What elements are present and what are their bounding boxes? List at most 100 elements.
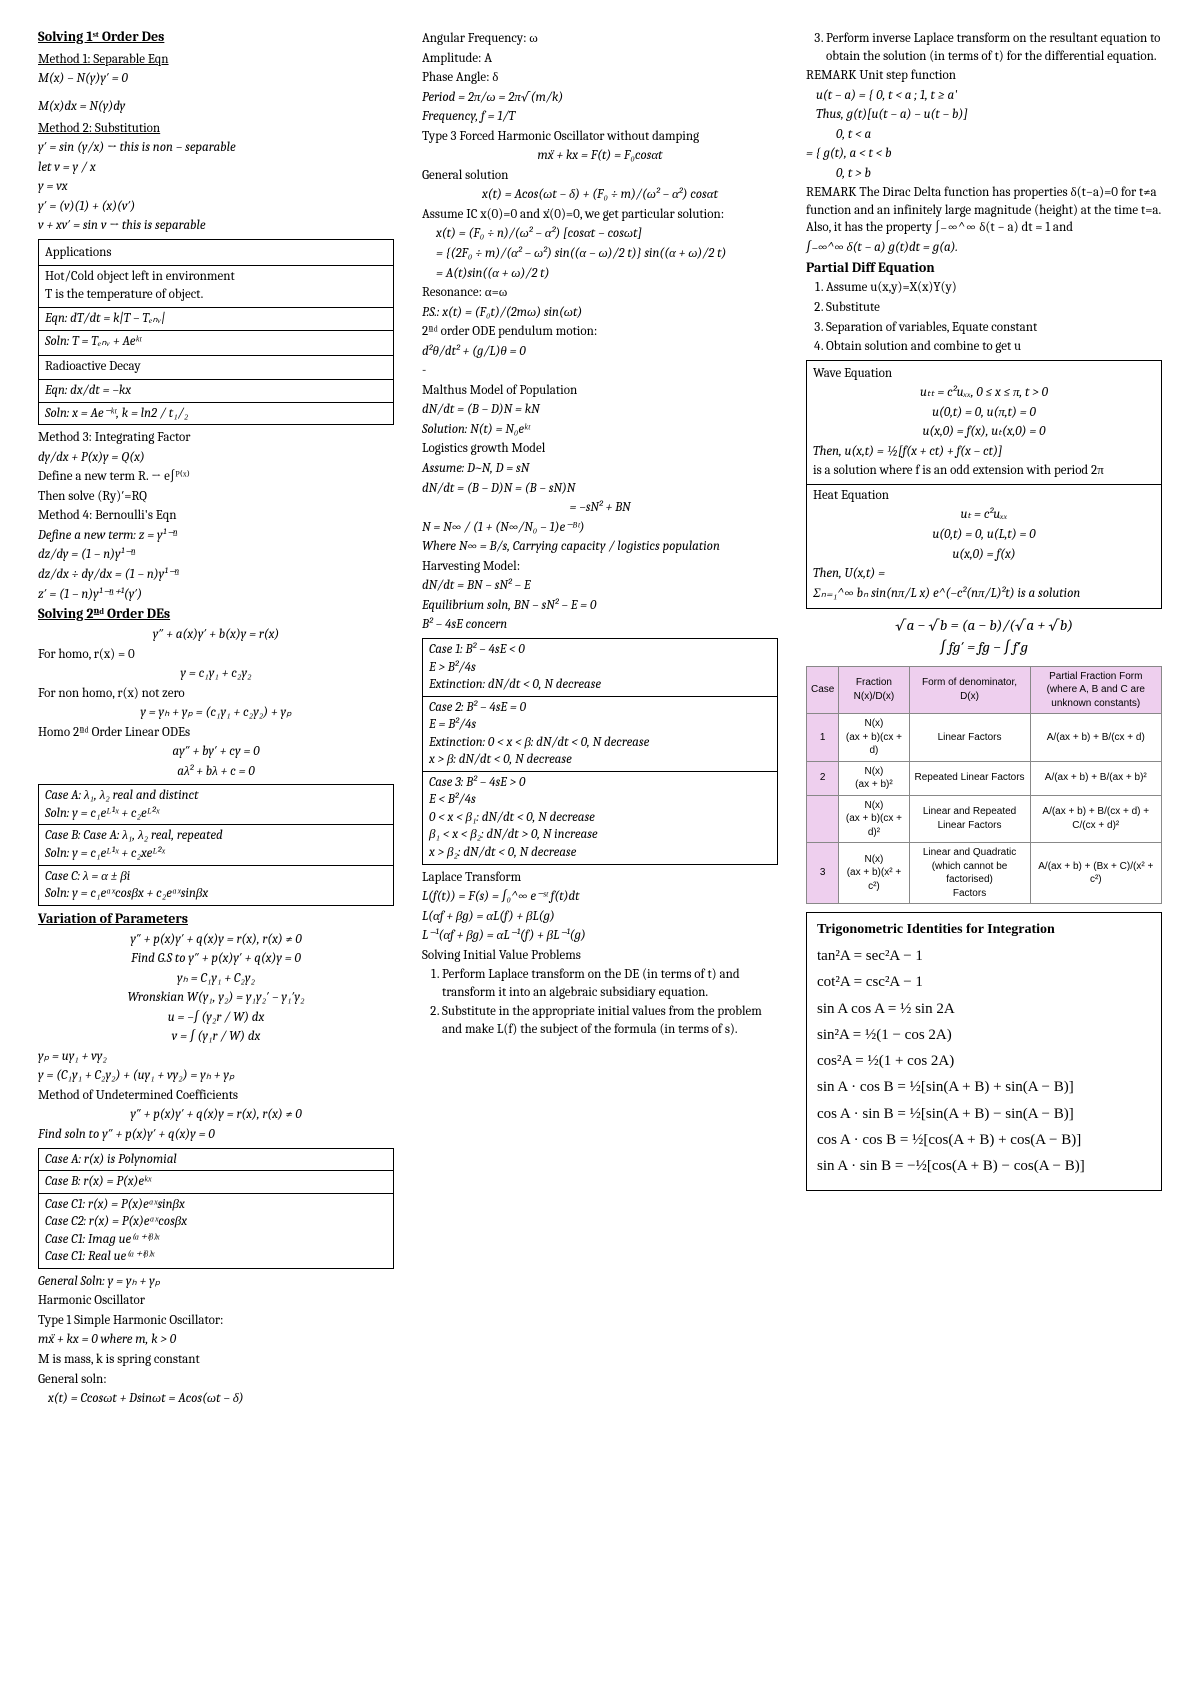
- eq: Wronskian W(y₁, y₂) = y₁y₂′ − y₁′y₂: [38, 989, 394, 1007]
- frac-cell: N(x) (ax + b)(cx + d)²: [839, 795, 909, 843]
- eq: y = (C₁y₁ + C₂y₂) + (uy₁ + vy₂) = yₕ + y…: [38, 1067, 394, 1085]
- eq: u(t − a) = { 0, t < a ; 1, t ≥ a': [806, 87, 1162, 105]
- eq: y″ + a(x)y′ + b(x)y = r(x): [38, 626, 394, 644]
- title-first-order: Solving 1ˢᵗ Order Des: [38, 28, 394, 47]
- app-soln: Soln: T = Tₑₙᵥ + Aeᵏᵗ: [39, 330, 393, 353]
- eq: L⁻¹(αf + βg) = αL⁻¹(f) + βL⁻¹(g): [422, 927, 778, 945]
- eq: x(t) = (F₀ ÷ n)/(ω² − α²) [cosαt − cosωt…: [422, 225, 778, 243]
- eq: yₕ = C₁y₁ + C₂y₂: [38, 970, 394, 988]
- eq: mẍ + kx = 0 where m, k > 0: [38, 1331, 394, 1349]
- app-soln: Soln: x = Ae⁻ᵏᵗ, k = ln2 / t₁/₂: [39, 402, 393, 425]
- title-vop: Variation of Parameters: [38, 910, 394, 929]
- frac-cell: 1: [807, 714, 839, 762]
- eq: M(x)dx = N(y)dy: [38, 98, 394, 116]
- frac-cell: Repeated Linear Factors: [909, 761, 1030, 795]
- frac-cell: A/(ax + b) + B/(cx + d) + C/(cx + d)²: [1030, 795, 1161, 843]
- eq: L(αf + βg) = αL(f) + βL(g): [422, 908, 778, 926]
- eq: N = N∞ / (1 + (N∞/N₀ − 1)e⁻ᴮᵗ): [422, 519, 778, 537]
- eq: y″ + p(x)y′ + q(x)y = r(x), r(x) ≠ 0: [38, 1106, 394, 1124]
- heat-heading: Heat Equation: [813, 487, 1155, 505]
- eq: General solution: [422, 167, 778, 185]
- trig-line: cos²A = ½(1 + cos 2A): [817, 1051, 1151, 1071]
- eq: Type 1 Simple Harmonic Oscillator:: [38, 1312, 394, 1330]
- frac-header: Partial Fraction Form (where A, B and C …: [1030, 666, 1161, 714]
- remark1: REMARK Unit step function: [806, 67, 1162, 85]
- eq: dN/dt = (B − D)N = kN: [422, 401, 778, 419]
- case1: Case 1: B² − 4sE < 0 E > B²/4s Extinctio…: [423, 639, 777, 696]
- eq: P.S.: x(t) = (F₀t)/(2mω) sin(ωt): [422, 304, 778, 322]
- eq: dy/dx + P(x)y = Q(x): [38, 449, 394, 467]
- title-second-order: Solving 2ⁿᵈ Order DEs: [38, 605, 394, 624]
- wave-heat-box: Wave Equation uₜₜ = c²uₓₓ, 0 ≤ x ≤ π, t …: [806, 360, 1162, 610]
- app-heading: Applications: [39, 242, 393, 264]
- wave-heading: Wave Equation: [813, 365, 1155, 383]
- column-1: Solving 1ˢᵗ Order Des Method 1: Separabl…: [38, 28, 394, 1410]
- eq: y = c₁y₁ + c₂y₂: [38, 665, 394, 683]
- case-a: Case A: λ₁, λ₂ real and distinct Soln: y…: [39, 785, 393, 824]
- trig-identities-box: Trigonometric Identities for Integration…: [806, 912, 1162, 1191]
- eq: x(t) = Ccosωt + Dsinωt = Acos(ωt − δ): [38, 1390, 394, 1408]
- eq: M is mass, k is spring constant: [38, 1351, 394, 1369]
- eq: For homo, r(x) = 0: [38, 646, 394, 664]
- method1-heading: Method 1: Separable Eqn: [38, 51, 394, 69]
- trig-line: cos A · sin B = ½[sin(A + B) − sin(A − B…: [817, 1104, 1151, 1124]
- frac-header: Fraction N(x)/D(x): [839, 666, 909, 714]
- eq: dz/dx ÷ dy/dx = (1 − n)y¹⁻ⁿ: [38, 566, 394, 584]
- eq: Angular Frequency: ω: [422, 30, 778, 48]
- app-eqn: Eqn: dT/dt = k|T − Tₑₙᵥ|: [39, 307, 393, 330]
- laplace-heading: Laplace Transform: [422, 869, 778, 887]
- title-pde: Partial Diff Equation: [806, 259, 1162, 278]
- eq: Frequency, f = 1/T: [422, 108, 778, 126]
- eq: Define a new term: z = y¹⁻ⁿ: [38, 527, 394, 545]
- eq: dN/dt = BN − sN² − E: [422, 577, 778, 595]
- eq: Then solve (Ry)′=RQ: [38, 488, 394, 506]
- eq: L(f(t)) = F(s) = ∫₀^∞ e⁻ˢᵗ f(t)dt: [422, 888, 778, 906]
- harvest-heading: Harvesting Model:: [422, 558, 778, 576]
- siv-step: Substitute in the appropriate initial va…: [442, 1003, 778, 1038]
- eq: Phase Angle: δ: [422, 69, 778, 87]
- frac-cell: A/(ax + b) + B/(cx + d): [1030, 714, 1161, 762]
- eq: yₚ = uy₁ + vy₂: [38, 1048, 394, 1066]
- eq: = {(2F₀ ÷ m)/(α² − ω²) sin((α − ω)/2 t)}…: [422, 245, 778, 263]
- eq: General soln:: [38, 1371, 394, 1389]
- pde-step: Obtain solution and combine to get u: [826, 338, 1162, 356]
- pde-steps: Assume u(x,y)=X(x)Y(y) Substitute Separa…: [826, 279, 1162, 355]
- eq: 0, t < a: [806, 126, 1162, 144]
- frac-cell: A/(ax + b) + B/(ax + b)²: [1030, 761, 1161, 795]
- harvest-cases-box: Case 1: B² − 4sE < 0 E > B²/4s Extinctio…: [422, 638, 778, 865]
- eq: Assume: D~N, D = sN: [422, 460, 778, 478]
- frac-cell: N(x) (ax + b)(x² + c²): [839, 843, 909, 904]
- remark2: REMARK The Dirac Delta function has prop…: [806, 184, 1162, 237]
- eq: v = ∫ (y₁r / W) dx: [38, 1028, 394, 1046]
- trig-line: sin A · cos B = ½[sin(A + B) + sin(A − B…: [817, 1077, 1151, 1097]
- app-eqn: Eqn: dx/dt = −kx: [39, 379, 393, 402]
- eq: y′ = sin (y/x) → this is non − separable: [38, 139, 394, 157]
- eq: M(x) − N(y)y′ = 0: [38, 70, 394, 88]
- eq: Where N∞ = B/s, Carrying capacity / logi…: [422, 538, 778, 556]
- partial-fraction-table: CaseFraction N(x)/D(x)Form of denominato…: [806, 666, 1162, 905]
- method4-heading: Method 4: Bernoulli's Eqn: [38, 507, 394, 525]
- cases-box: Case A: λ₁, λ₂ real and distinct Soln: y…: [38, 784, 394, 905]
- trig-line: sin²A = ½(1 − cos 2A): [817, 1025, 1151, 1045]
- siv-step: Perform inverse Laplace transform on the…: [826, 30, 1162, 65]
- malthus-heading: Malthus Model of Population: [422, 382, 778, 400]
- eq: Find G.S to y″ + p(x)y′ + q(x)y = 0: [38, 950, 394, 968]
- case-b: Case B: Case A: λ₁, λ₂ real, repeated So…: [39, 824, 393, 864]
- muc-heading: Method of Undetermined Coefficients: [38, 1087, 394, 1105]
- eq: Define a new term R. → e∫ᴾ⁽ˣ⁾: [38, 468, 394, 486]
- pde-step: Assume u(x,y)=X(x)Y(y): [826, 279, 1162, 297]
- three-column-layout: Solving 1ˢᵗ Order Des Method 1: Separabl…: [38, 28, 1162, 1410]
- identity: √a − √b = (a − b)/(√a + √b): [806, 615, 1162, 635]
- column-3: Perform inverse Laplace transform on the…: [806, 28, 1162, 1410]
- eq: Amplitude: A: [422, 50, 778, 68]
- eq: y′ = (v)(1) + (x)(v′): [38, 198, 394, 216]
- eq: aλ² + bλ + c = 0: [38, 763, 394, 781]
- eq: x(t) = Acos(ωt − δ) + (F₀ ÷ m)/(ω² − α²)…: [422, 186, 778, 204]
- eq: mẍ + kx = F(t) = F₀cosαt: [422, 147, 778, 165]
- siv-steps: Perform Laplace transform on the DE (in …: [442, 966, 778, 1038]
- frac-cell: [807, 795, 839, 843]
- trig-line: sin A cos A = ½ sin 2A: [817, 999, 1151, 1019]
- eq: ∫₋∞^∞ δ(t − a) g(t)dt = g(a).: [806, 239, 1162, 257]
- pde-step: Separation of variables, Equate constant: [826, 319, 1162, 337]
- frac-cell: 3: [807, 843, 839, 904]
